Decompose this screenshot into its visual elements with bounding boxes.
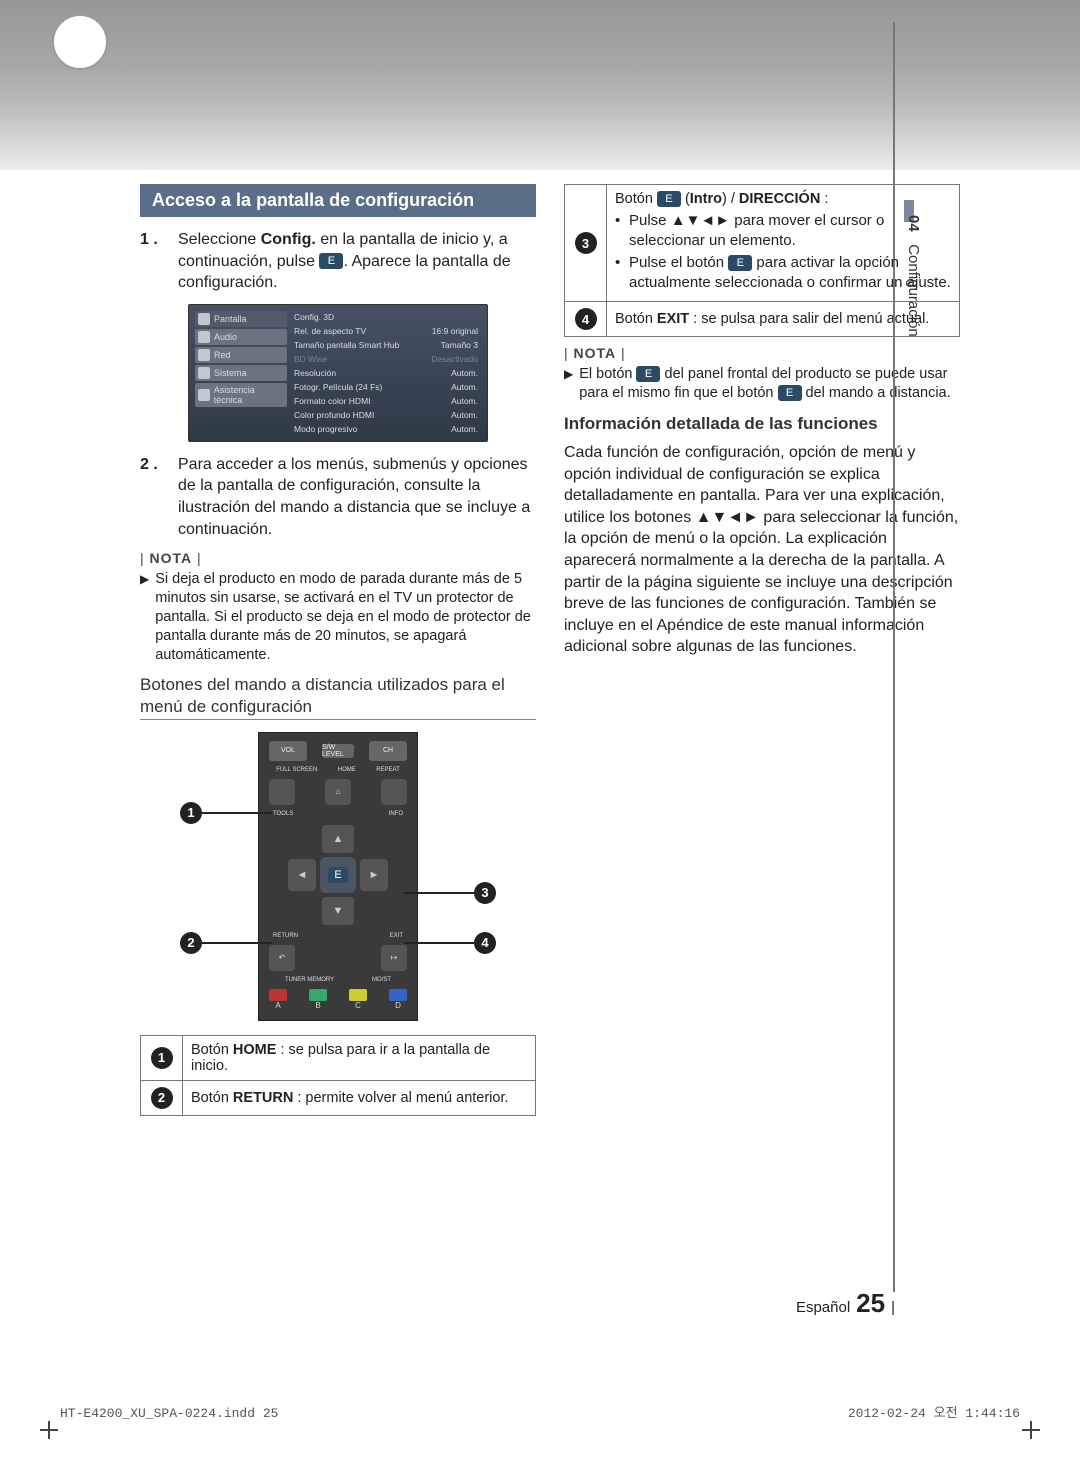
section-title-bar: Acceso a la pantalla de configuración xyxy=(140,184,536,217)
crop-mark-icon xyxy=(40,1421,58,1439)
list-item: Pulse el botón E para activar la opción … xyxy=(615,253,951,292)
ss-row: BD WiseDesactivado xyxy=(291,353,481,365)
enter-icon: E xyxy=(728,255,752,271)
dpad-up-icon: ▲ xyxy=(322,825,354,853)
color-a-button xyxy=(269,989,287,1001)
ch-button: CH xyxy=(369,741,407,761)
ss-side-asistencia: Asistencia técnica xyxy=(195,383,287,407)
nota-label: NOTA xyxy=(140,550,536,566)
callout-4: 4 xyxy=(404,932,496,954)
table-row: 2 Botón RETURN : permite volver al menú … xyxy=(141,1080,536,1115)
color-buttons-row: A B C D xyxy=(269,989,407,1010)
ss-row: Formato color HDMIAutom. xyxy=(291,395,481,407)
fullscreen-button xyxy=(269,779,295,805)
callout-1: 1 xyxy=(180,802,272,824)
triangle-icon: ▶ xyxy=(564,365,573,403)
indd-timestamp: 2012-02-24 오전 1:44:16 xyxy=(848,1402,1020,1421)
audio-icon xyxy=(198,331,210,343)
step-2: 2 . Para acceder a los menús, submenús y… xyxy=(140,454,536,540)
triangle-icon: ▶ xyxy=(140,570,149,664)
step-1-text: Seleccione Config. en la pantalla de ini… xyxy=(178,229,536,294)
step-1-num: 1 . xyxy=(140,229,168,294)
ss-side-audio: Audio xyxy=(195,329,287,345)
color-c-button xyxy=(349,989,367,1001)
list-item: Pulse ▲▼◄► para mover el cursor o selecc… xyxy=(615,211,951,250)
callout-2: 2 xyxy=(180,932,272,954)
ss-row: Rel. de aspecto TV16:9 original xyxy=(291,325,481,337)
remote-control: VOL S/W LEVEL CH FULL SCREEN HOME REPEAT… xyxy=(258,732,418,1021)
vol-button: VOL xyxy=(269,741,307,761)
info-subheading: Información detallada de las funciones xyxy=(564,413,960,434)
color-b-button xyxy=(309,989,327,1001)
ss-row: Tamaño pantalla Smart HubTamaño 3 xyxy=(291,339,481,351)
crop-mark-icon xyxy=(1022,1421,1040,1439)
button-desc-table-left: 1 Botón HOME : se pulsa para ir a la pan… xyxy=(140,1035,536,1116)
ss-side-pantalla: Pantalla xyxy=(195,311,287,327)
ss-row: Config. 3D xyxy=(291,311,481,323)
right-column: 3 Botón E (Intro) / DIRECCIÓN : Pulse ▲▼… xyxy=(564,184,960,1116)
info-paragraph: Cada función de configuración, opción de… xyxy=(564,442,960,658)
ss-row: Modo progresivoAutom. xyxy=(291,423,481,435)
table-row: 4 Botón EXIT : se pulsa para salir del m… xyxy=(565,302,960,337)
color-d-button xyxy=(389,989,407,1001)
indd-filename: HT-E4200_XU_SPA-0224.indd 25 xyxy=(60,1406,278,1421)
swlevel-button: S/W LEVEL xyxy=(322,744,354,758)
screenshot-sidebar: Pantalla Audio Red Sistema Asistencia té… xyxy=(195,311,287,435)
enter-icon: E xyxy=(636,366,660,382)
step-2-num: 2 . xyxy=(140,454,168,540)
ss-row: Color profundo HDMIAutom. xyxy=(291,409,481,421)
dpad-enter-icon: E xyxy=(320,857,356,893)
nota-body-right: ▶ El botón E del panel frontal del produ… xyxy=(564,365,960,403)
display-icon xyxy=(198,313,210,325)
settings-screenshot: Pantalla Audio Red Sistema Asistencia té… xyxy=(188,304,488,442)
dpad: ▲ ▼ ◄ ► E xyxy=(288,825,388,925)
button-desc-table-right: 3 Botón E (Intro) / DIRECCIÓN : Pulse ▲▼… xyxy=(564,184,960,337)
dpad-right-icon: ► xyxy=(360,859,388,891)
remote-illustration: 1 2 3 4 VOL S/W LEVEL CH FULL SCREEN HOM… xyxy=(188,732,488,1021)
home-button: ⌂ xyxy=(325,779,351,805)
page-footer: Español 25 | xyxy=(796,1288,895,1319)
question-icon xyxy=(198,389,210,401)
step-1: 1 . Seleccione Config. en la pantalla de… xyxy=(140,229,536,294)
ss-row: ResoluciónAutom. xyxy=(291,367,481,379)
left-column: Acceso a la pantalla de configuración 1 … xyxy=(140,184,536,1116)
remote-heading: Botones del mando a distancia utilizados… xyxy=(140,674,536,720)
ss-side-red: Red xyxy=(195,347,287,363)
dpad-left-icon: ◄ xyxy=(288,859,316,891)
enter-icon: E xyxy=(778,385,802,401)
dpad-down-icon: ▼ xyxy=(322,897,354,925)
screenshot-main: Config. 3D Rel. de aspecto TV16:9 origin… xyxy=(291,311,481,435)
step-2-text: Para acceder a los menús, submenús y opc… xyxy=(178,454,536,540)
repeat-button xyxy=(381,779,407,805)
footer-lang: Español xyxy=(796,1299,850,1316)
footer-page: 25 xyxy=(856,1288,885,1319)
top-banner xyxy=(0,0,1080,170)
gear-icon xyxy=(198,367,210,379)
ss-row: Fotogr. Película (24 Fs)Autom. xyxy=(291,381,481,393)
nota-body: ▶ Si deja el producto en modo de parada … xyxy=(140,570,536,664)
table-row: 1 Botón HOME : se pulsa para ir a la pan… xyxy=(141,1035,536,1080)
binding-hole xyxy=(52,14,108,70)
return-button: ↶ xyxy=(269,945,295,971)
callout-3: 3 xyxy=(404,882,496,904)
enter-icon: E xyxy=(657,191,681,207)
ss-side-sistema: Sistema xyxy=(195,365,287,381)
enter-icon: E xyxy=(319,253,343,269)
network-icon xyxy=(198,349,210,361)
table-row: 3 Botón E (Intro) / DIRECCIÓN : Pulse ▲▼… xyxy=(565,185,960,302)
nota-label: NOTA xyxy=(564,345,960,361)
